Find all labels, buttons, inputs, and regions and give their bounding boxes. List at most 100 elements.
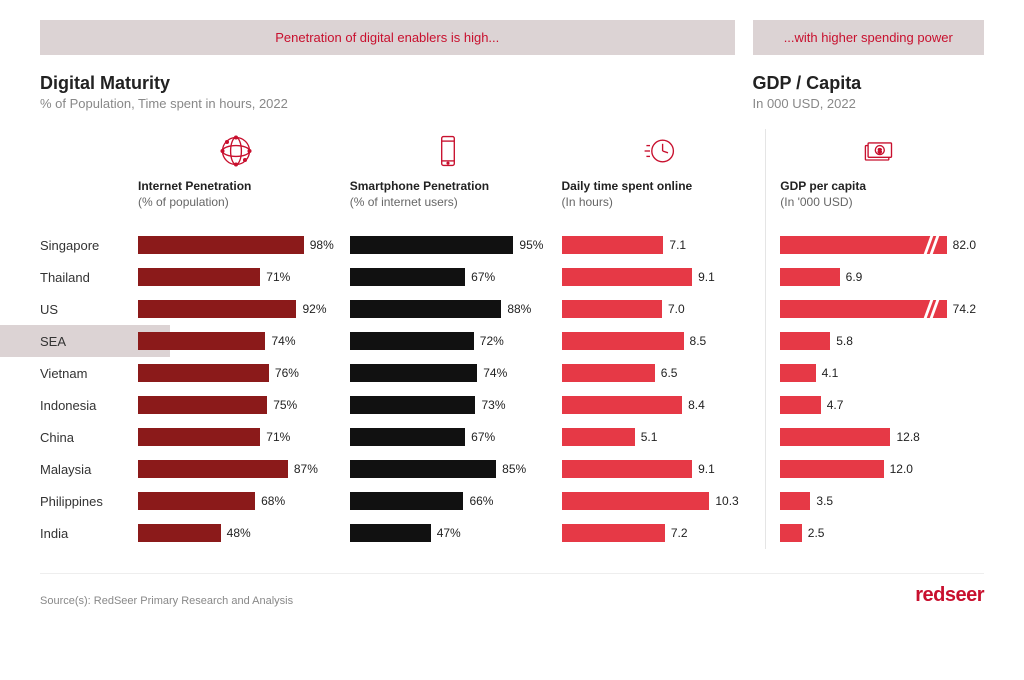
bar-value-label: 3.5 [816,494,833,508]
country-label: Thailand [40,270,90,285]
bar-value-label: 47% [437,526,461,540]
bar-row: 6.9 [780,261,976,293]
chart-grid: SingaporeThailandUSSEAVietnamIndonesiaCh… [40,129,984,549]
country-label: India [40,526,68,541]
bar-value-label: 76% [275,366,299,380]
bar [780,524,802,542]
metric-column: Daily time spent online(In hours)7.19.17… [554,129,766,549]
bar [350,332,474,350]
bar-value-label: 8.4 [688,398,705,412]
bar-wrap: 66% [350,492,546,510]
footer: Source(s): RedSeer Primary Research and … [40,573,984,607]
bar-wrap: 74.2 [780,300,976,318]
bar-value-label: 67% [471,270,495,284]
bar-value-label: 9.1 [698,462,715,476]
bar-value-label: 48% [227,526,251,540]
bar-wrap: 4.1 [780,364,976,382]
country-column: SingaporeThailandUSSEAVietnamIndonesiaCh… [40,129,130,549]
bar-wrap: 71% [138,428,334,446]
bar-value-label: 68% [261,494,285,508]
bar-wrap: 4.7 [780,396,976,414]
bar-wrap: 47% [350,524,546,542]
bar-row: 3.5 [780,485,976,517]
bar-value-label: 7.1 [669,238,686,252]
bar-row: 12.8 [780,421,976,453]
bar-wrap: 8.4 [562,396,758,414]
bar-row: 12.0 [780,453,976,485]
bar-row: 10.3 [562,485,758,517]
bar-row: 5.8 [780,325,976,357]
bar [138,396,267,414]
bar-wrap: 5.1 [562,428,758,446]
bar [780,396,820,414]
country-label: Malaysia [40,462,91,477]
country-row: US [40,293,130,325]
bar-wrap: 88% [350,300,546,318]
bar-row: 8.5 [562,325,758,357]
bar [562,300,662,318]
bar-row: 75% [138,389,334,421]
country-label: US [40,302,58,317]
bar [138,460,288,478]
country-row: India [40,517,130,549]
bar-row: 6.5 [562,357,758,389]
title-right-heading: GDP / Capita [753,73,985,94]
bar-value-label: 71% [266,270,290,284]
bar-wrap: 85% [350,460,546,478]
bar [780,236,946,254]
country-label: Singapore [40,238,99,253]
bar-value-label: 8.5 [690,334,707,348]
bar-value-label: 4.7 [827,398,844,412]
globe-icon [138,129,334,173]
title-right-sub: In 000 USD, 2022 [753,96,985,111]
country-row: Thailand [40,261,130,293]
bar-wrap: 95% [350,236,546,254]
bar-value-label: 6.9 [846,270,863,284]
bar-value-label: 66% [469,494,493,508]
money-icon: $ [780,129,976,173]
bar-row: 74% [138,325,334,357]
bar-wrap: 7.0 [562,300,758,318]
bar-row: 85% [350,453,546,485]
bar-row: 4.1 [780,357,976,389]
axis-break [927,234,937,256]
country-label: Indonesia [40,398,96,413]
source-text: Source(s): RedSeer Primary Research and … [40,595,293,607]
axis-break [927,298,937,320]
bar-value-label: 71% [266,430,290,444]
bar-wrap: 82.0 [780,236,976,254]
bar-value-label: 95% [519,238,543,252]
bar [562,332,684,350]
svg-text:$: $ [878,148,882,155]
bar [350,428,465,446]
bar-value-label: 2.5 [808,526,825,540]
bar-value-label: 12.8 [896,430,919,444]
bar-value-label: 74.2 [953,302,976,316]
banner-row: Penetration of digital enablers is high.… [40,20,984,55]
bar-wrap: 10.3 [562,492,758,510]
bar [350,268,465,286]
bar-value-label: 5.8 [836,334,853,348]
banner-left: Penetration of digital enablers is high.… [40,20,735,55]
bar-wrap: 2.5 [780,524,976,542]
bar [350,236,514,254]
bar-row: 67% [350,261,546,293]
country-label: SEA [40,334,66,349]
bar-row: 9.1 [562,261,758,293]
bar [780,460,883,478]
clock-icon [562,129,758,173]
bar [562,236,664,254]
bar-row: 4.7 [780,389,976,421]
bar [562,492,710,510]
bar [350,396,476,414]
bar-wrap: 74% [138,332,334,350]
country-label: Philippines [40,494,103,509]
bar [350,524,431,542]
bar-wrap: 75% [138,396,334,414]
bar-value-label: 12.0 [890,462,913,476]
bar-row: 5.1 [562,421,758,453]
bar-wrap: 3.5 [780,492,976,510]
bar-value-label: 4.1 [822,366,839,380]
bar-row: 72% [350,325,546,357]
phone-icon [350,129,546,173]
